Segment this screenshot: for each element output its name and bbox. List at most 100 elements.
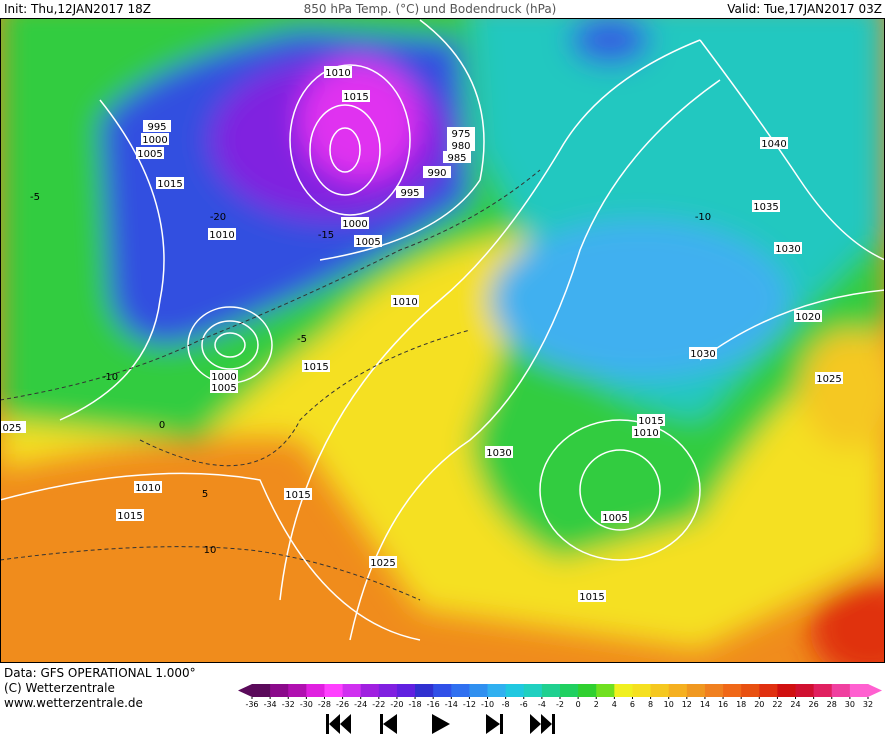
data-source: Data: GFS OPERATIONAL 1.000° bbox=[4, 666, 196, 680]
isobar-label-box bbox=[208, 228, 236, 240]
next-frame-button[interactable] bbox=[484, 712, 506, 736]
colorbar-segment bbox=[378, 684, 398, 697]
colorbar-arrow-high bbox=[868, 684, 882, 697]
isobar-label-box bbox=[752, 200, 780, 212]
colorbar-tick-label: 16 bbox=[718, 700, 728, 709]
isobar-label: 1015 bbox=[117, 511, 142, 522]
colorbar-tick-label: -6 bbox=[520, 700, 528, 709]
colorbar-segment bbox=[795, 684, 815, 697]
isobars bbox=[0, 19, 885, 641]
isobar-label: 995 bbox=[147, 122, 166, 133]
colorbar-tick-label: -8 bbox=[502, 700, 510, 709]
isobar-label-box bbox=[354, 235, 382, 247]
colorbar-tick-label: 28 bbox=[827, 700, 837, 709]
colorbar-tick-label: 0 bbox=[576, 700, 581, 709]
colorbar-segment bbox=[360, 684, 380, 697]
isotherm-label: 5 bbox=[202, 489, 208, 500]
play-button[interactable] bbox=[428, 712, 452, 736]
colorbar-segment bbox=[813, 684, 833, 697]
isobar-label-box bbox=[632, 426, 660, 438]
isotherm bbox=[139, 329, 471, 467]
colorbar-tick-label: 10 bbox=[664, 700, 674, 709]
colorbar-tick-label: -18 bbox=[409, 700, 422, 709]
isobar-label-box bbox=[156, 177, 184, 189]
colorbar-tick-label: -10 bbox=[481, 700, 494, 709]
colorbar-tick-label: -32 bbox=[282, 700, 295, 709]
colorbar-tick-label: -16 bbox=[427, 700, 440, 709]
isobar bbox=[59, 99, 165, 421]
isotherm-label: -10 bbox=[695, 212, 711, 223]
colorbar-segment bbox=[433, 684, 452, 697]
isobar-label-box bbox=[447, 127, 475, 139]
colorbar-segment bbox=[451, 684, 470, 697]
isobar bbox=[329, 127, 361, 173]
colorbar-segment bbox=[560, 684, 579, 697]
colorbar-tick-label: -26 bbox=[336, 700, 349, 709]
colorbar-tick-label: 32 bbox=[863, 700, 873, 709]
isobar-label: 995 bbox=[400, 188, 419, 199]
colorbar-tick-label: 30 bbox=[845, 700, 855, 709]
isobar-label-box bbox=[423, 166, 451, 178]
isobar-label: 985 bbox=[447, 153, 466, 164]
isobar-label: 1020 bbox=[795, 312, 820, 323]
first-frame-button[interactable] bbox=[324, 712, 354, 736]
isobar-label-box bbox=[601, 511, 629, 523]
isobar-label-box bbox=[396, 186, 424, 198]
isobar bbox=[699, 39, 885, 261]
isobar-label-box bbox=[815, 372, 843, 384]
isobar-label-box bbox=[141, 133, 169, 145]
isobar-label-box bbox=[689, 347, 717, 359]
colorbar-tick-label: -30 bbox=[300, 700, 313, 709]
colorbar-tick-label: 8 bbox=[648, 700, 653, 709]
isobar-label: 1005 bbox=[137, 149, 162, 160]
isobar-label-box bbox=[284, 488, 312, 500]
isobar-label: 1030 bbox=[486, 448, 511, 459]
colorbar-tick-label: -12 bbox=[463, 700, 476, 709]
isobar-label: 1025 bbox=[370, 558, 395, 569]
colorbar-segment bbox=[741, 684, 760, 697]
isobar-label: 1010 bbox=[135, 483, 160, 494]
colorbar-segment bbox=[596, 684, 615, 697]
isobar-label: 1015 bbox=[157, 179, 182, 190]
isotherm-label: 0 bbox=[159, 420, 165, 431]
isobar-label-box bbox=[342, 90, 370, 102]
colorbar-segment bbox=[650, 684, 670, 697]
colorbar-segment bbox=[831, 684, 851, 697]
colorbar-segment bbox=[686, 684, 706, 697]
previous-frame-button[interactable] bbox=[378, 712, 400, 736]
isobar-label: 1015 bbox=[303, 362, 328, 373]
isobar-label-box bbox=[210, 370, 238, 382]
colorbar-segment bbox=[270, 684, 289, 697]
isobar-label-box bbox=[391, 295, 419, 307]
colorbar-tick-label: 20 bbox=[754, 700, 764, 709]
colorbar-tick-label: -34 bbox=[264, 700, 277, 709]
isobar-label-box bbox=[447, 139, 475, 151]
isobar-label-box bbox=[578, 590, 606, 602]
copyright: (C) Wetterzentrale bbox=[4, 681, 115, 695]
colorbar-segment bbox=[487, 684, 507, 697]
cold-zone bbox=[570, 18, 650, 65]
isobar-label-box bbox=[485, 446, 513, 458]
colorbar-tick-label: -20 bbox=[390, 700, 403, 709]
colorbar-tick-label: 6 bbox=[630, 700, 635, 709]
website: www.wetterzentrale.de bbox=[4, 696, 143, 710]
colorbar-segment bbox=[704, 684, 724, 697]
colorbar-segment bbox=[342, 684, 362, 697]
cold-zone bbox=[490, 220, 790, 380]
colorbar-segment bbox=[306, 684, 325, 697]
isobar-label: 975 bbox=[451, 129, 470, 140]
colorbar-tick-label: -24 bbox=[354, 700, 367, 709]
colorbar-tick-label: -4 bbox=[538, 700, 546, 709]
isobar-label-box bbox=[116, 509, 144, 521]
colorbar: -36 -34 -32 -30 -28 -26 -24 -22 -20 -18 -16 -14 -12-… bbox=[238, 684, 882, 709]
colorbar-segment bbox=[759, 684, 778, 697]
colorbar-tick-label: 2 bbox=[594, 700, 599, 709]
isobar-label: 1005 bbox=[602, 513, 627, 524]
isobar-label: 1000 bbox=[211, 372, 236, 383]
colorbar-segment bbox=[723, 684, 742, 697]
isotherm bbox=[0, 169, 541, 401]
isobar bbox=[279, 39, 701, 601]
isobar-label-box bbox=[302, 360, 330, 372]
last-frame-button[interactable] bbox=[528, 712, 562, 736]
isobar bbox=[319, 19, 485, 261]
